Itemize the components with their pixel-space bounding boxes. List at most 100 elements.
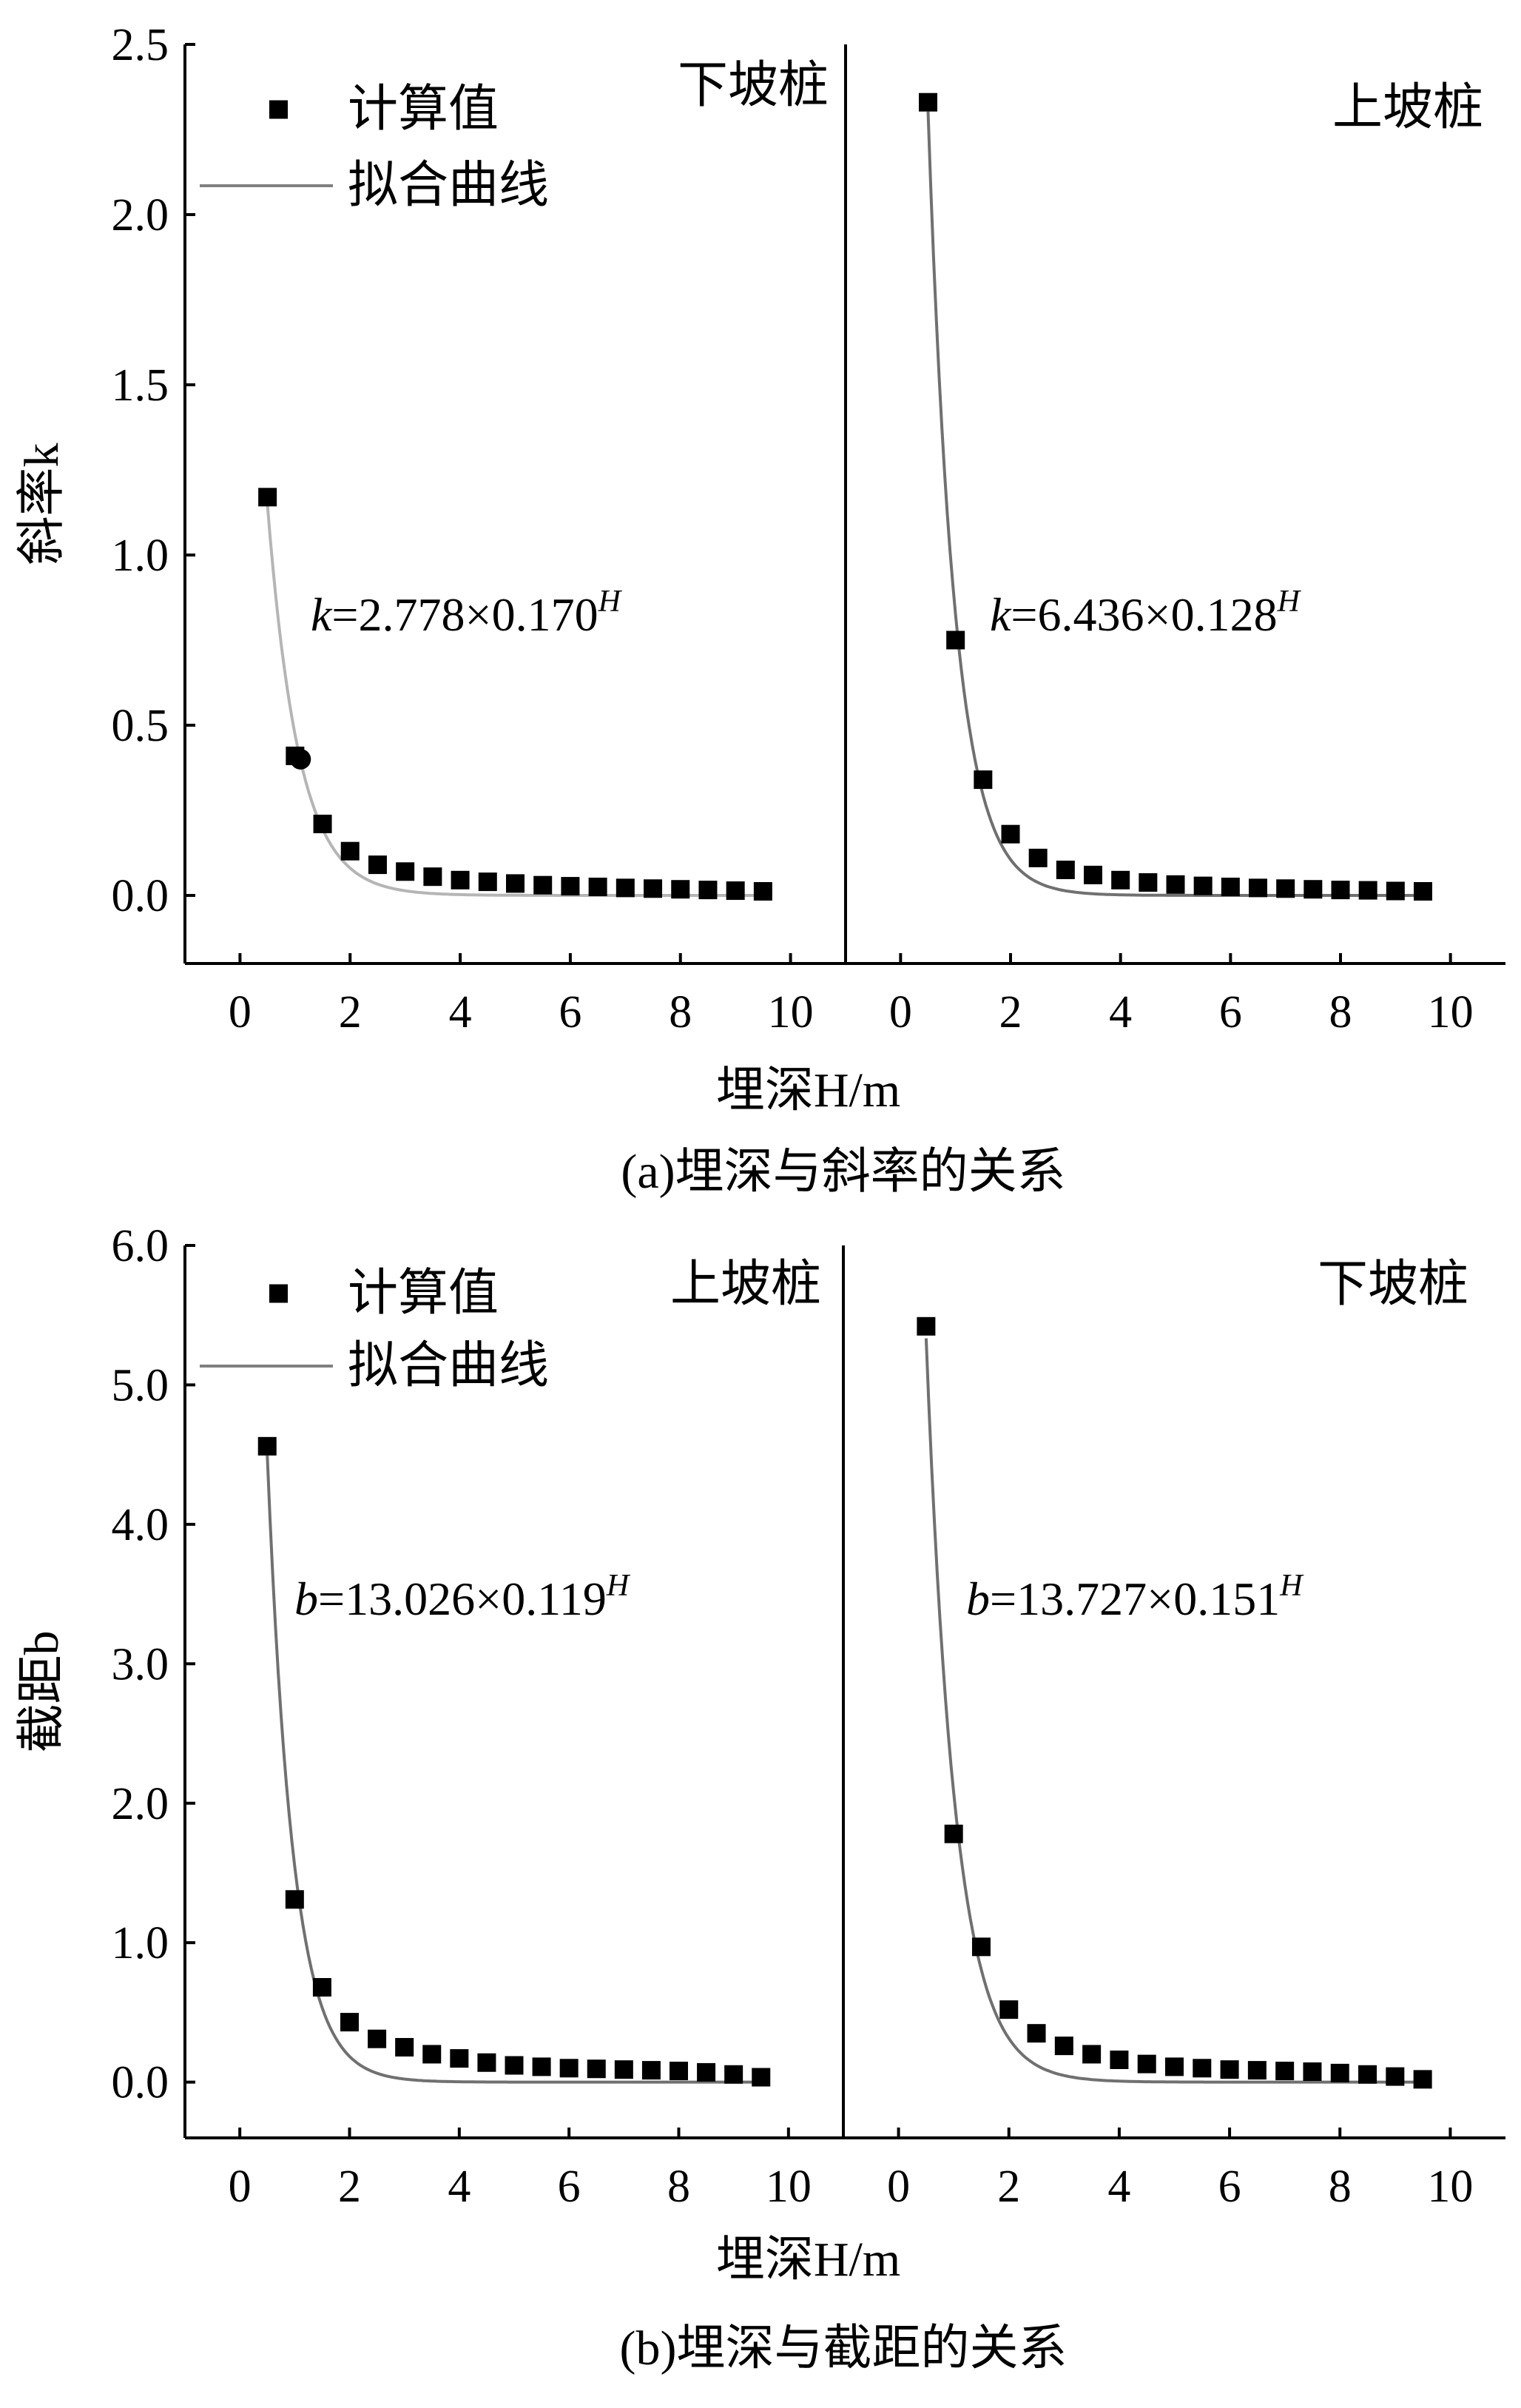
equation-exponent: H: [1277, 585, 1302, 619]
equation-body: =13.727×0.151: [990, 1573, 1280, 1625]
data-point: [1386, 881, 1405, 901]
fit-curve: [926, 111, 1423, 897]
x-axis-title: 埋深H/m: [716, 1063, 900, 1117]
x-tick-label: 8: [667, 2162, 690, 2212]
equation-exponent: H: [1279, 1569, 1304, 1603]
data-point: [1413, 2070, 1432, 2089]
data-point: [917, 1316, 936, 1336]
data-point: [1358, 2065, 1377, 2084]
x-tick-label: 0: [889, 987, 912, 1037]
x-tick-label: 10: [1427, 2162, 1473, 2212]
data-point: [1330, 2063, 1349, 2082]
fit-curve: [266, 1455, 761, 2084]
data-point: [644, 879, 663, 898]
x-tick-label: 6: [558, 2162, 581, 2212]
data-point: [698, 881, 718, 900]
legend-label-points: 计算值: [348, 1265, 499, 1321]
data-point: [451, 870, 470, 889]
x-tick-label: 6: [1218, 2162, 1241, 2212]
equation-variable: b: [966, 1573, 990, 1625]
y-tick-label: 2.5: [112, 20, 169, 70]
y-tick-label: 1.0: [112, 1918, 169, 1968]
data-point: [1193, 876, 1213, 895]
data-point: [1001, 824, 1020, 844]
x-tick-label: 6: [559, 987, 581, 1037]
x-tick-label: 10: [766, 2162, 812, 2212]
x-tick-label: 0: [229, 987, 252, 1037]
data-point: [423, 867, 442, 887]
data-point: [1275, 2062, 1295, 2081]
data-point: [396, 862, 415, 881]
data-point: [1166, 875, 1185, 894]
panel-1: 0 2 4 6 8 10 上坡桩 b=13.026×0.119H: [185, 1256, 843, 2212]
data-point: [506, 874, 525, 893]
data-point: [368, 855, 387, 875]
legend-marker-square: [269, 1284, 288, 1303]
x-tick-label: 2: [999, 987, 1022, 1037]
data-point: [588, 878, 607, 896]
data-point: [395, 2038, 414, 2057]
y-tick-label: 5.0: [112, 1360, 169, 1410]
data-point: [671, 880, 690, 899]
x-tick-label: 8: [669, 987, 692, 1037]
y-axis-title: 截距b: [15, 1631, 69, 1753]
data-point: [1414, 881, 1432, 901]
data-point: [1082, 2045, 1102, 2064]
x-tick-label: 8: [1329, 987, 1352, 1037]
data-point: [285, 1890, 304, 1909]
data-point: [450, 2049, 469, 2068]
data-point: [559, 2059, 579, 2078]
x-tick-label: 6: [1219, 987, 1242, 1037]
panel-1: 0 2 4 6 8 10 下坡桩 k=2.778×0.170H: [185, 57, 846, 1037]
y-tick-label: 6.0: [112, 1221, 169, 1271]
data-point: [971, 1937, 991, 1957]
data-point-circle: [290, 749, 311, 770]
data-point: [1056, 861, 1075, 879]
legend-marker-square: [269, 100, 288, 119]
data-point: [724, 2065, 743, 2084]
data-point: [614, 2060, 633, 2079]
data-point: [478, 872, 497, 892]
data-point: [697, 2062, 716, 2082]
data-point: [753, 881, 772, 901]
y-tick-label: 1.5: [112, 360, 169, 411]
data-point: [1139, 873, 1158, 892]
y-tick-label: 0.0: [112, 2058, 169, 2108]
x-tick-label: 4: [1107, 2162, 1130, 2212]
data-point: [641, 2061, 661, 2080]
data-point: [1111, 870, 1130, 889]
equation-variable: b: [294, 1573, 318, 1625]
fit-curve: [924, 1338, 1423, 2084]
data-point: [340, 841, 360, 861]
equation-body: =2.778×0.170: [331, 588, 598, 641]
x-tick-label: 10: [768, 987, 814, 1037]
data-point: [1137, 2054, 1156, 2074]
data-point: [368, 2029, 387, 2048]
data-point: [313, 814, 332, 833]
x-tick-label: 4: [448, 2162, 471, 2212]
panel-label: 上坡桩: [670, 1256, 821, 1312]
data-point: [1331, 881, 1350, 900]
data-point: [752, 2068, 771, 2087]
fit-curve: [266, 505, 763, 897]
data-point: [1110, 2050, 1129, 2069]
x-axis-title: 埋深H/m: [716, 2233, 900, 2287]
x-tick-label: 4: [1109, 987, 1132, 1037]
data-point: [1276, 879, 1295, 898]
panel-2: 0 2 4 6 8 10 上坡桩 k=6.436×0.128H: [844, 44, 1505, 1037]
data-point: [999, 2000, 1019, 2019]
data-point: [533, 875, 553, 895]
data-point: [1220, 2060, 1239, 2079]
data-point: [1028, 848, 1048, 867]
data-point: [1027, 2024, 1046, 2043]
equation-exponent: H: [606, 1569, 631, 1603]
fit-equation: k=6.436×0.128H: [990, 585, 1302, 641]
equation-body: =6.436×0.128: [1011, 588, 1277, 641]
data-point: [1249, 878, 1267, 898]
data-point: [1303, 2062, 1322, 2081]
data-point: [670, 2062, 688, 2081]
y-tick-label: 0.0: [112, 871, 169, 921]
